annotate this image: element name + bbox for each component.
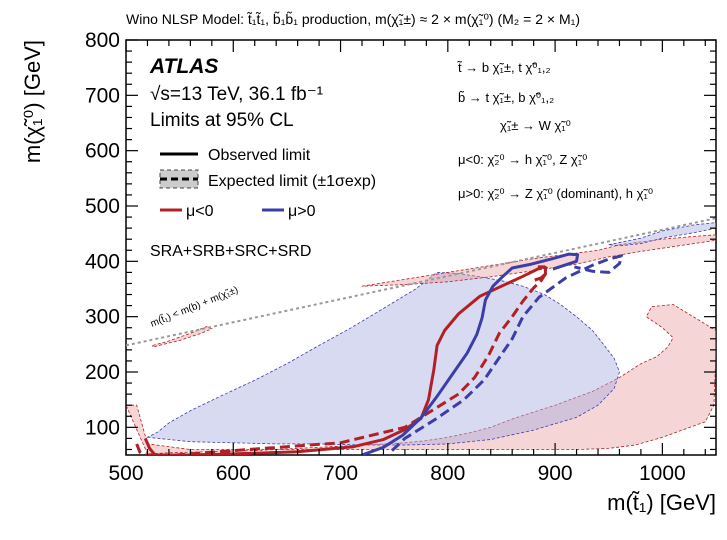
decay-line-1: t̃ → b χ̃₁±, t χ̃⁰₁,₂ [457,60,551,75]
cl-label: Limits at 95% CL [150,110,294,131]
x-tick-label: 500 [108,462,143,485]
series-mu-neg-expected [135,265,550,455]
lines-layer [126,217,716,455]
x-axis-label: m(t̃₁) [GeV] [607,490,716,515]
energy-label: √s=13 TeV, 36.1 fb⁻¹ [150,84,323,105]
bands-layer [126,222,716,455]
plot-frame [125,39,717,456]
legend-obs-label: Observed limit [208,147,311,164]
y-tick-label: 100 [85,416,120,439]
x-tick-label: 600 [216,462,251,485]
axis-ticks: 500 600 700 800 900 1000 100 200 300 400 500 600 700… [85,29,716,485]
series-mu-pos-expected [390,254,624,452]
band-2 [361,234,716,287]
decay-line-4: μ<0: χ̃₂⁰ → h χ̃₁⁰, Z χ̃₁⁰ [458,152,587,167]
legend-exp-box [159,169,199,189]
y-tick-label: 400 [85,250,120,273]
y-tick-label: 300 [85,306,120,329]
x-tick-label: 900 [538,462,573,485]
x-tick-label: 700 [323,462,358,485]
band-4 [152,326,213,348]
y-tick-label: 200 [85,361,120,384]
regions-label: SRA+SRB+SRC+SRD [150,243,311,260]
legend-exp-label: Expected limit (±1σexp) [208,173,376,190]
y-tick-label: 800 [85,29,120,52]
series-mu-pos-observed [361,252,580,455]
decay-line-5: μ>0: χ̃₂⁰ → Z χ̃₁⁰ (dominant), h χ̃₁⁰ [458,186,653,201]
band-0 [126,304,716,455]
legend-mu-pos-label: μ>0 [288,203,316,220]
legend-mu-neg-label: μ<0 [186,203,214,220]
y-tick-label: 700 [85,84,120,107]
y-tick-label: 500 [85,195,120,218]
decay-line-3: χ̃₁± → W χ̃₁⁰ [500,118,571,133]
x-tick-label: 1000 [639,462,686,485]
decay-line-2: b̃ → t χ̃₁±, b χ̃⁰₁,₂ [458,90,554,105]
band-3 [608,222,716,247]
y-tick-label: 600 [85,140,120,163]
chart-title: Wino NLSP Model: t̃₁t̃₁, b̃₁b̃₁ producti… [126,11,580,27]
atlas-label: ATLAS [149,55,218,78]
kinematic-limit-line [126,217,716,347]
y-axis-label: m(χ̃₁⁰) [GeV] [20,40,45,163]
x-tick-label: 800 [430,462,465,485]
